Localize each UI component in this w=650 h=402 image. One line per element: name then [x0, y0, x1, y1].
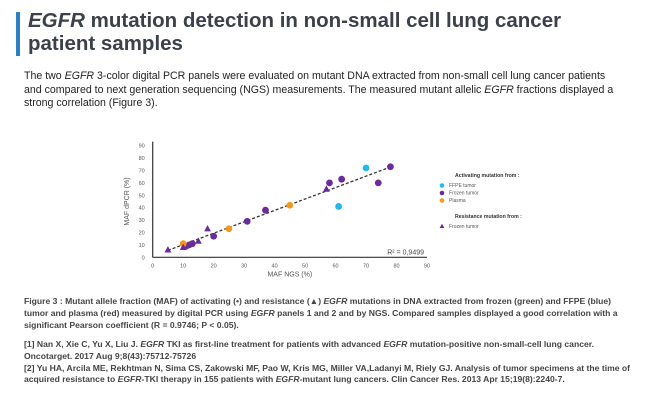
x-tick-label: 40: [272, 263, 278, 269]
text-segment: mutations in DNA extracted from frozen (…: [24, 296, 612, 318]
x-axis-label: MAF NGS (%): [267, 271, 312, 278]
x-tick-label: 80: [393, 263, 399, 269]
italic-gene-name: EGFR: [323, 296, 348, 306]
legend-group-title: Activating mutation from :: [455, 173, 520, 179]
intro-paragraph: The two EGFR 3-color digital PCR panels …: [24, 70, 624, 111]
text-segment: 3-color digital PCR panels were evaluate…: [24, 70, 606, 96]
x-tick-label: 0: [151, 263, 154, 269]
page-title: EGFR mutation detection in non-small cel…: [28, 9, 628, 55]
legend-group-title: Resistance mutation from :: [455, 214, 522, 220]
r-squared-annotation: R² = 0,9499: [387, 249, 424, 256]
y-tick-label: 20: [139, 231, 145, 237]
text-segment: The two: [24, 70, 65, 82]
data-point-circle: [326, 179, 333, 187]
data-point-triangle: [164, 246, 172, 253]
text-segment: mutation-positive non-small-cell lung ca…: [24, 339, 595, 361]
scatter-chart: 0 10 20 30 40 50 60 70 80 90 0 10 20 30 40 50 60 70 80 90 MA…: [124, 141, 522, 278]
figure-caption: Figure 3 : Mutant allele fraction (MAF) …: [24, 296, 634, 331]
legend-label: Frozen tumor: [449, 191, 479, 197]
text-segment: [1] Nan X, Xie C, Yu X, Liu J.: [24, 339, 141, 349]
data-point-circle: [286, 201, 294, 209]
data-point-circle: [243, 217, 251, 225]
italic-gene-name: EGFR: [275, 374, 300, 385]
trendline: [167, 166, 391, 251]
data-point-circle: [262, 206, 269, 214]
text-segment: [2] Yu HA, Arcila ME, Rekhtman N, Sima C…: [24, 362, 631, 385]
data-point-triangle: [323, 185, 330, 192]
data-point-triangle: [195, 237, 202, 244]
y-tick-label: 90: [139, 144, 145, 150]
y-tick-label: 60: [139, 181, 145, 187]
italic-gene-name: EGFR: [484, 83, 514, 96]
text-segment: TKI as first-line treatment for patients…: [164, 339, 384, 349]
legend-marker: [439, 198, 445, 203]
text-segment: -mutant lung cancers. Clin Cancer Res. 2…: [299, 374, 565, 385]
reference-2: [2] Yu HA, Arcila ME, Rekhtman N, Sima C…: [24, 363, 634, 387]
data-point-triangle: [179, 243, 187, 250]
reference-1: [1] Nan X, Xie C, Yu X, Liu J. EGFR TKI …: [24, 339, 634, 363]
x-tick-label: 50: [302, 263, 308, 269]
data-point-circle: [225, 225, 233, 233]
y-tick-label: 10: [139, 243, 145, 249]
italic-gene-name: EGFR: [28, 9, 85, 32]
text-segment: -TKI therapy in 155 patients with: [141, 374, 276, 385]
legend-label: Plasma: [449, 198, 466, 204]
y-tick-label: 40: [139, 206, 145, 212]
text-segment: panels 1 and 2 and by NGS. Compared samp…: [24, 307, 618, 330]
x-tick-label: 20: [211, 263, 217, 269]
x-tick-label: 60: [333, 263, 339, 269]
data-point-circle: [338, 175, 346, 183]
italic-gene-name: EGFR: [64, 70, 95, 82]
y-axis-label: MAF dPCR (%): [124, 177, 131, 225]
y-tick-label: 80: [139, 156, 145, 162]
data-point-circle: [335, 203, 343, 210]
italic-gene-name: EGFR: [140, 339, 165, 349]
italic-gene-name: EGFR: [383, 339, 408, 349]
legend-label: Frozen tumor: [449, 224, 479, 230]
y-tick-label: 30: [139, 218, 145, 224]
legend-marker: [439, 183, 445, 188]
y-tick-label: 50: [139, 193, 145, 199]
legend-marker: [439, 223, 445, 228]
italic-gene-name: EGFR: [117, 374, 142, 385]
data-point-circle: [362, 164, 370, 172]
title-accent-bar: [16, 12, 20, 56]
legend-label: FFPE tumor: [449, 183, 476, 189]
italic-gene-name: EGFR: [250, 307, 275, 318]
text-segment: fractions displayed a strong correlation…: [24, 83, 614, 110]
references: [1] Nan X, Xie C, Yu X, Liu J. EGFR TKI …: [24, 339, 634, 386]
data-point-triangle: [204, 224, 211, 232]
data-point-circle: [210, 232, 218, 240]
data-point-circle: [387, 163, 394, 171]
x-tick-label: 90: [424, 263, 430, 269]
text-segment: Figure 3 : Mutant allele fraction (MAF) …: [24, 296, 324, 306]
data-point-circle: [188, 240, 196, 248]
legend-marker: [439, 190, 445, 196]
y-tick-label: 70: [139, 169, 145, 175]
x-tick-label: 10: [180, 263, 186, 269]
x-tick-label: 70: [363, 263, 369, 269]
x-tick-label: 30: [241, 263, 247, 269]
y-tick-label: 0: [142, 255, 145, 261]
text-segment: mutation detection in non-small cell lun…: [28, 9, 562, 55]
data-point-circle: [374, 179, 382, 187]
